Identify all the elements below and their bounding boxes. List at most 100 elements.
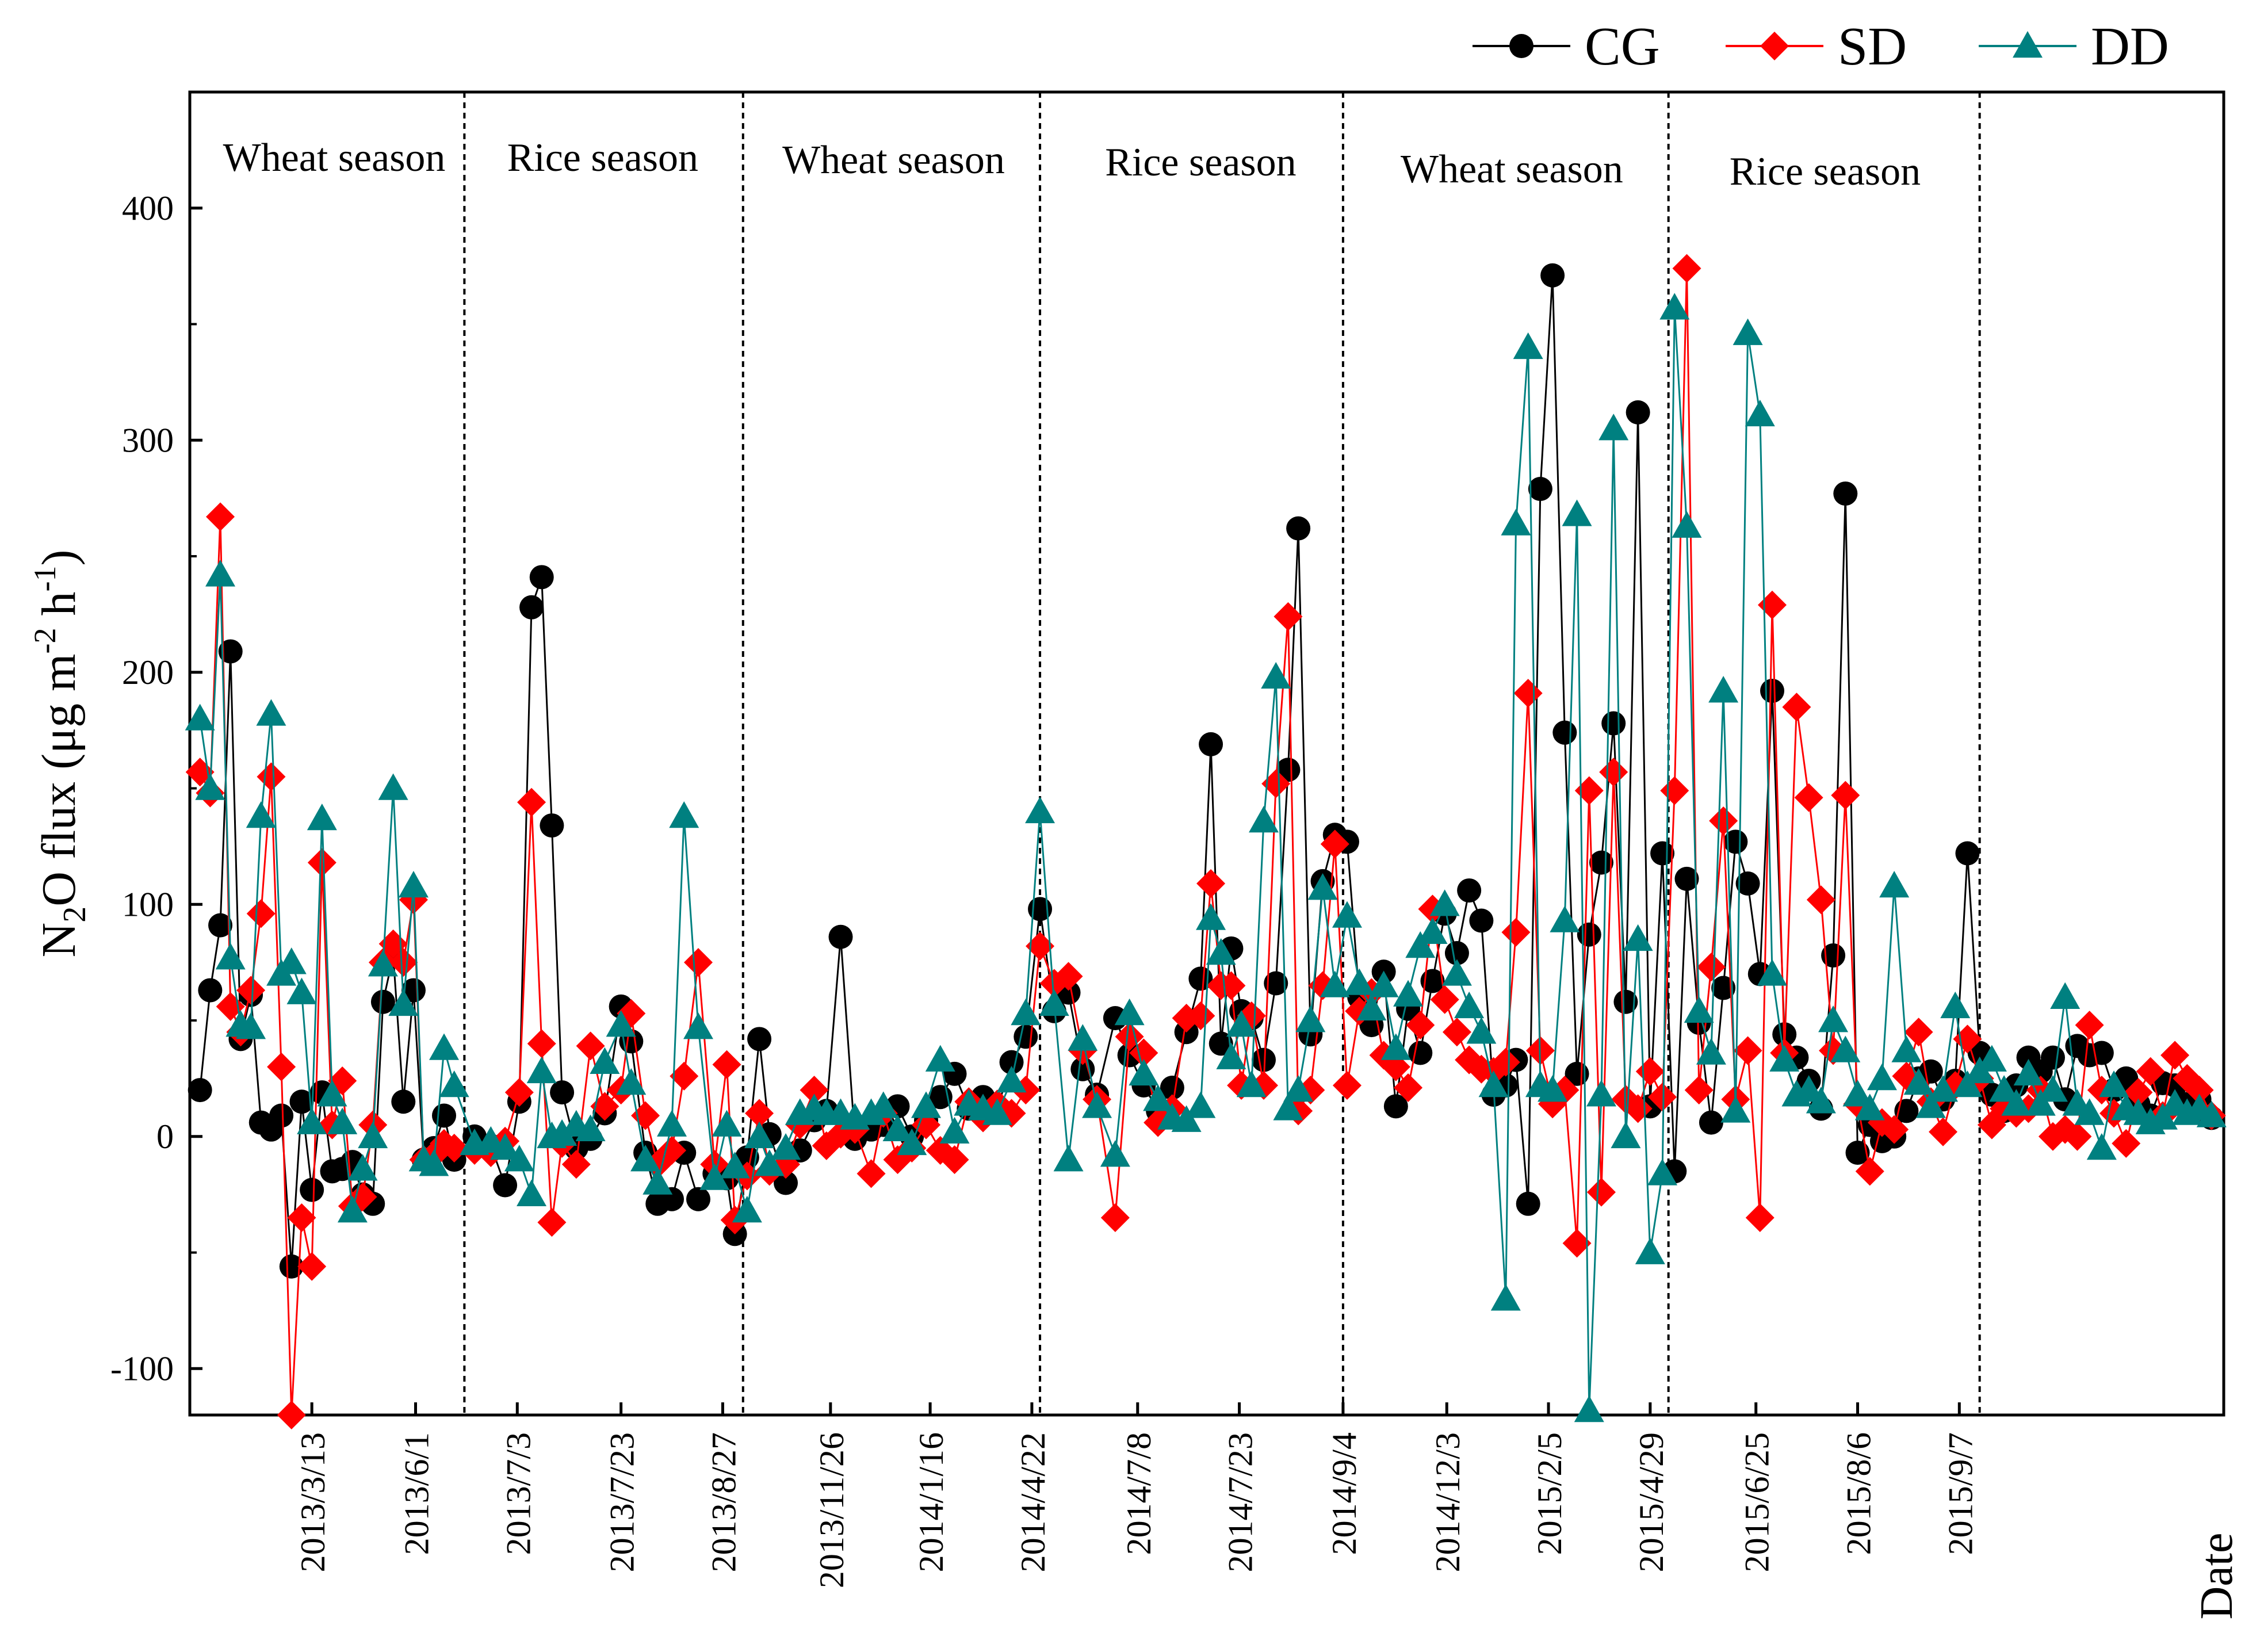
- point-dd: [1320, 970, 1350, 997]
- point-cg: [1199, 732, 1223, 756]
- point-sd: [1100, 1203, 1130, 1233]
- point-dd: [1720, 1096, 1751, 1123]
- point-cg: [1845, 1141, 1870, 1165]
- x-tick-label: 2014/12/3: [1429, 1432, 1467, 1572]
- point-dd: [657, 1110, 687, 1137]
- season-label: Rice season: [1730, 150, 1921, 194]
- y-tick-label: -100: [110, 1349, 174, 1387]
- point-dd: [1550, 905, 1580, 932]
- point-cg: [686, 1187, 710, 1211]
- point-cg: [1408, 1041, 1433, 1065]
- series-sd: [185, 254, 2226, 1429]
- point-sd: [1442, 1018, 1471, 1047]
- point-cg: [828, 924, 853, 949]
- point-cg: [774, 1171, 798, 1195]
- point-sd: [1574, 776, 1604, 805]
- point-sd: [236, 976, 266, 1005]
- point-dd: [1867, 1063, 1897, 1091]
- point-dd: [2001, 1089, 2032, 1116]
- point-dd: [982, 1098, 1012, 1125]
- point-cg: [370, 989, 395, 1014]
- point-dd: [1672, 511, 1702, 538]
- season-label: Wheat season: [782, 138, 1005, 182]
- point-cg: [1540, 263, 1565, 288]
- point-dd: [1733, 318, 1763, 345]
- point-dd: [2074, 1098, 2105, 1125]
- x-axis-label: Date: [2192, 1532, 2242, 1619]
- point-sd: [246, 899, 276, 928]
- point-dd: [606, 1010, 636, 1037]
- point-dd: [547, 1119, 578, 1146]
- point-dd: [398, 871, 429, 898]
- point-cg: [198, 978, 223, 1003]
- point-cg: [432, 1103, 456, 1128]
- point-sd: [1054, 962, 1083, 991]
- point-sd: [1513, 679, 1543, 708]
- point-sd: [576, 1031, 605, 1061]
- point-dd: [2086, 1133, 2117, 1160]
- point-dd: [1082, 1091, 1112, 1118]
- point-dd: [1429, 889, 1460, 916]
- y-tick-label: 200: [122, 653, 174, 691]
- point-dd: [1249, 806, 1279, 833]
- point-sd: [1684, 1076, 1714, 1105]
- point-sd: [1406, 1011, 1435, 1040]
- point-dd: [1068, 1024, 1098, 1051]
- series-layer: [185, 254, 2227, 1429]
- point-dd: [1478, 1070, 1509, 1097]
- point-cg: [1760, 679, 1785, 703]
- point-dd: [1380, 1033, 1411, 1060]
- point-cg: [1420, 969, 1445, 993]
- point-dd: [1368, 970, 1399, 997]
- point-dd: [185, 703, 215, 731]
- point-sd: [2124, 1078, 2153, 1107]
- point-cg: [493, 1173, 518, 1198]
- point-sd: [1855, 1157, 1884, 1186]
- point-sd: [267, 1052, 296, 1081]
- point-cg: [2040, 1045, 2065, 1070]
- point-cg: [1469, 908, 1494, 933]
- x-tick-label: 2015/4/29: [1632, 1432, 1670, 1572]
- point-sd: [1196, 869, 1226, 898]
- point-cg: [1589, 850, 1613, 875]
- y-axis-label: N2O flux (μg m-2 h-1): [28, 550, 93, 958]
- point-dd: [1611, 1121, 1641, 1149]
- point-dd: [1513, 332, 1543, 360]
- point-sd: [1599, 758, 1628, 787]
- point-dd: [327, 1107, 358, 1134]
- point-dd: [590, 1047, 620, 1074]
- y-tick-label: 300: [122, 421, 174, 459]
- point-sd: [1904, 1018, 1933, 1047]
- point-dd: [504, 1145, 534, 1172]
- point-dd: [1842, 1080, 1873, 1107]
- point-dd: [669, 801, 699, 828]
- point-dd: [1039, 989, 1069, 1016]
- point-dd: [526, 1056, 557, 1084]
- point-sd: [1794, 783, 1823, 812]
- ylabel-exp1: -2: [28, 628, 62, 653]
- point-sd: [1953, 1024, 1982, 1054]
- point-dd: [429, 1033, 459, 1060]
- point-sd: [1696, 953, 1726, 982]
- point-dd: [911, 1091, 942, 1118]
- point-dd: [1586, 1080, 1616, 1107]
- x-tick-label: 2014/7/8: [1120, 1432, 1158, 1555]
- point-dd: [1891, 1035, 1922, 1062]
- point-dd: [1307, 873, 1338, 900]
- point-dd: [996, 1065, 1027, 1093]
- point-dd: [1171, 1105, 1202, 1132]
- point-sd: [1186, 1001, 1215, 1030]
- legend-marker-sd: [1760, 32, 1789, 60]
- point-cg: [1833, 481, 1858, 506]
- plot-area: Wheat season Rice season Wheat season Rice …: [185, 90, 2227, 1429]
- point-dd: [732, 1195, 762, 1223]
- point-dd: [1441, 959, 1472, 986]
- point-dd: [1100, 1140, 1130, 1167]
- point-cg: [519, 595, 544, 620]
- point-sd: [1394, 1073, 1423, 1103]
- point-dd: [699, 1163, 730, 1190]
- point-dd: [1793, 1075, 1824, 1102]
- point-dd: [925, 1045, 955, 1072]
- point-dd: [1501, 508, 1531, 536]
- point-sd: [2160, 1041, 2190, 1070]
